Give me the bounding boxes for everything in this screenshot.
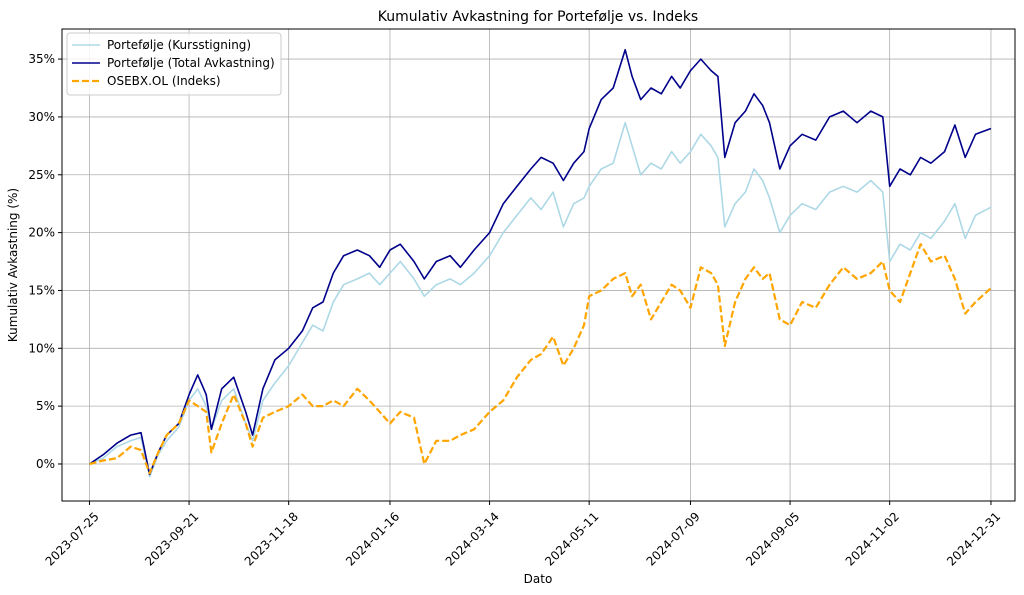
series-line-2: [89, 49, 992, 476]
x-axis-label: Dato: [524, 572, 553, 586]
series-line-1: [89, 121, 992, 478]
y-tick-label: 25%: [28, 168, 55, 182]
legend-label: Portefølje (Total Avkastning): [107, 56, 275, 70]
y-tick-label: 30%: [28, 110, 55, 124]
plot-frame: [61, 28, 1016, 502]
y-axis-label: Kumulativ Avkastning (%): [6, 188, 20, 342]
legend: Portefølje (Kursstigning) Portefølje (Tot…: [66, 32, 282, 96]
legend-box: [66, 32, 282, 96]
legend-label: Portefølje (Kursstigning): [107, 38, 251, 52]
y-axis: 0% 5% 10% 15% 20% 25% 30% 35%: [28, 52, 62, 471]
y-tick-label: 35%: [28, 52, 55, 66]
series-line-3: [89, 243, 992, 475]
series-layer: [89, 49, 992, 478]
y-tick-label: 5%: [36, 399, 55, 413]
y-tick-label: 10%: [28, 341, 55, 355]
y-tick-label: 20%: [28, 226, 55, 240]
legend-label: OSEBX.OL (Indeks): [107, 74, 221, 88]
y-tick-label: 15%: [28, 283, 55, 297]
y-tick-label: 0%: [36, 457, 55, 471]
chart-title: Kumulativ Avkastning for Portefølje vs. …: [378, 9, 698, 25]
gridlines: [62, 29, 1015, 501]
